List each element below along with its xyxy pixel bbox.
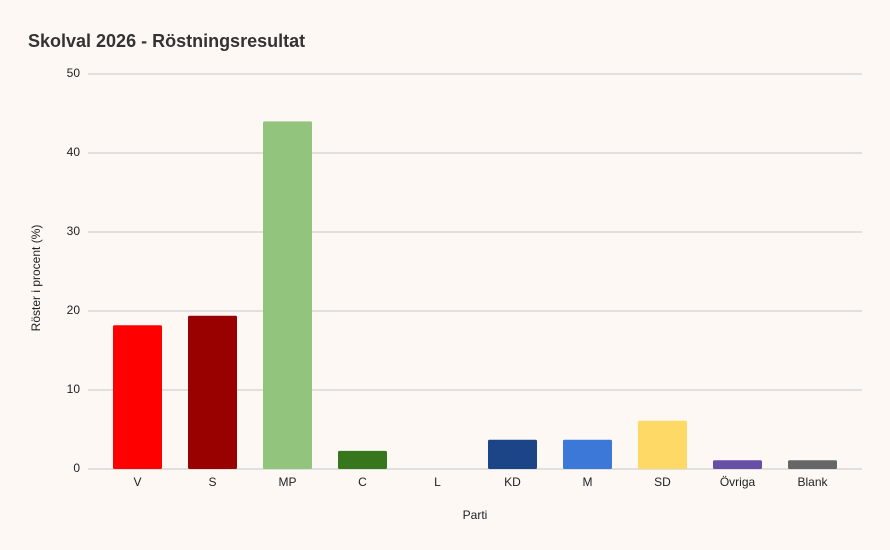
chart-title: Skolval 2026 - Röstningsresultat	[28, 31, 305, 51]
x-tick-label: Blank	[797, 475, 828, 489]
bar	[188, 315, 237, 469]
bar	[338, 450, 387, 469]
x-tick-label: V	[133, 475, 141, 489]
bar	[113, 325, 162, 469]
y-tick-label: 40	[67, 145, 81, 159]
x-tick-label: SD	[654, 475, 671, 489]
y-tick-label: 0	[73, 461, 80, 475]
x-axis-label: Parti	[463, 508, 488, 522]
y-axis-label: Röster i procent (%)	[29, 225, 43, 332]
bar	[263, 121, 312, 470]
y-tick-label: 50	[67, 66, 81, 80]
bar	[788, 460, 837, 469]
bar	[563, 439, 612, 469]
bar	[713, 460, 762, 469]
x-tick-label: M	[583, 475, 593, 489]
x-tick-label: MP	[279, 475, 297, 489]
x-tick-label: Övriga	[720, 475, 756, 489]
y-tick-label: 10	[67, 382, 81, 396]
x-tick-label: S	[208, 475, 216, 489]
y-tick-label: 30	[67, 224, 81, 238]
bar	[638, 420, 687, 469]
x-tick-label: KD	[504, 475, 521, 489]
bar	[488, 439, 537, 469]
x-tick-label: C	[358, 475, 367, 489]
y-tick-label: 20	[67, 303, 81, 317]
x-tick-label: L	[434, 475, 441, 489]
